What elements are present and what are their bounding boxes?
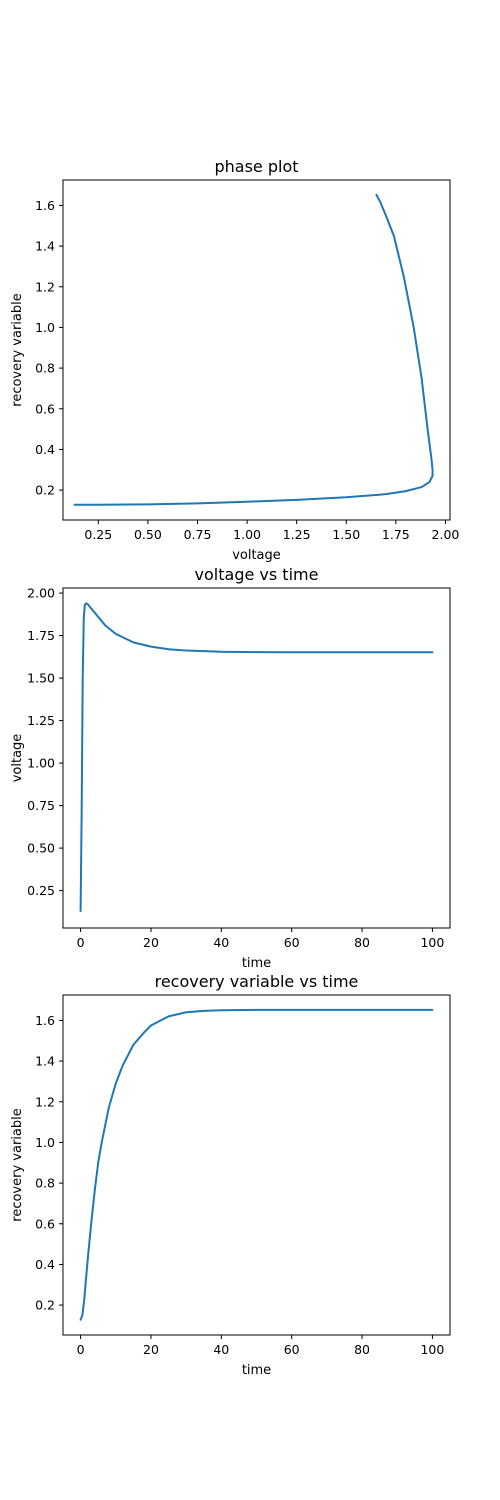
x-tick-label: 1.25 <box>283 527 311 542</box>
chart-3: recovery variable vs time 0 20 40 60 80 100 0.2… <box>10 972 451 1378</box>
x-tick-label: 60 <box>284 1342 300 1357</box>
x-tick-label: 20 <box>143 1342 159 1357</box>
x-tick-label: 40 <box>213 1342 229 1357</box>
y-axis-label: recovery variable <box>10 293 25 406</box>
x-tick-label: 1.50 <box>332 527 360 542</box>
x-axis-label: voltage <box>232 548 281 563</box>
chart-title: recovery variable vs time <box>155 972 359 991</box>
x-tick-label: 2.00 <box>432 527 460 542</box>
y-tick-label: 0.6 <box>35 1216 55 1231</box>
y-tick-label: 0.25 <box>27 883 55 898</box>
y-tick-label: 1.6 <box>35 198 55 213</box>
plot-frame <box>62 587 451 929</box>
x-tick-label: 1.00 <box>233 527 261 542</box>
y-tick-label: 1.6 <box>35 1013 55 1028</box>
x-tick-label: 0.75 <box>184 527 212 542</box>
y-tick-label: 1.50 <box>27 671 55 686</box>
series-line <box>73 193 434 506</box>
y-tick-label: 0.50 <box>27 841 55 856</box>
x-tick-label: 0 <box>77 1342 85 1357</box>
y-tick-label: 0.6 <box>35 401 55 416</box>
x-tick-label: 60 <box>284 935 300 950</box>
y-tick-label: 1.0 <box>35 320 55 335</box>
plot-frame <box>62 179 451 521</box>
x-tick-label: 0.50 <box>134 527 162 542</box>
y-tick-label: 0.2 <box>35 1298 55 1313</box>
x-tick-label: 40 <box>213 935 229 950</box>
chart-1: phase plot 0.25 0.50 0.75 1.00 1.25 1.50 1.75 2.… <box>10 157 459 563</box>
plot-frame <box>62 994 451 1336</box>
x-tick-label: 100 <box>420 1342 444 1357</box>
y-tick-label: 1.25 <box>27 713 55 728</box>
y-tick-label: 1.2 <box>35 1094 55 1109</box>
chart-title: voltage vs time <box>195 565 319 584</box>
y-axis-label: voltage <box>10 734 25 783</box>
y-tick-label: 1.4 <box>35 1054 55 1069</box>
y-tick-label: 0.75 <box>27 798 55 813</box>
y-tick-label: 1.75 <box>27 628 55 643</box>
y-tick-label: 0.8 <box>35 361 55 376</box>
y-tick-label: 1.00 <box>27 756 55 771</box>
y-tick-label: 0.4 <box>35 1257 55 1272</box>
y-tick-label: 1.2 <box>35 279 55 294</box>
x-tick-label: 80 <box>354 935 370 950</box>
y-tick-label: 1.0 <box>35 1135 55 1150</box>
y-tick-label: 0.8 <box>35 1176 55 1191</box>
x-tick-label: 0 <box>77 935 85 950</box>
x-tick-label: 0.25 <box>84 527 112 542</box>
y-tick-label: 0.2 <box>35 483 55 498</box>
x-axis-label: time <box>242 956 271 971</box>
x-tick-label: 100 <box>420 935 444 950</box>
y-tick-label: 2.00 <box>27 586 55 601</box>
y-tick-label: 1.4 <box>35 239 55 254</box>
series-line <box>79 602 434 912</box>
x-tick-label: 1.75 <box>382 527 410 542</box>
y-tick-label: 0.4 <box>35 442 55 457</box>
chart-2: voltage vs time 0 20 40 60 80 100 0.25 0.50 0.75 1… <box>10 565 451 971</box>
y-axis-label: recovery variable <box>10 1108 25 1221</box>
x-axis-label: time <box>242 1363 271 1378</box>
chart-title: phase plot <box>214 157 298 176</box>
series-line <box>79 1008 434 1321</box>
x-tick-label: 80 <box>354 1342 370 1357</box>
x-tick-label: 20 <box>143 935 159 950</box>
